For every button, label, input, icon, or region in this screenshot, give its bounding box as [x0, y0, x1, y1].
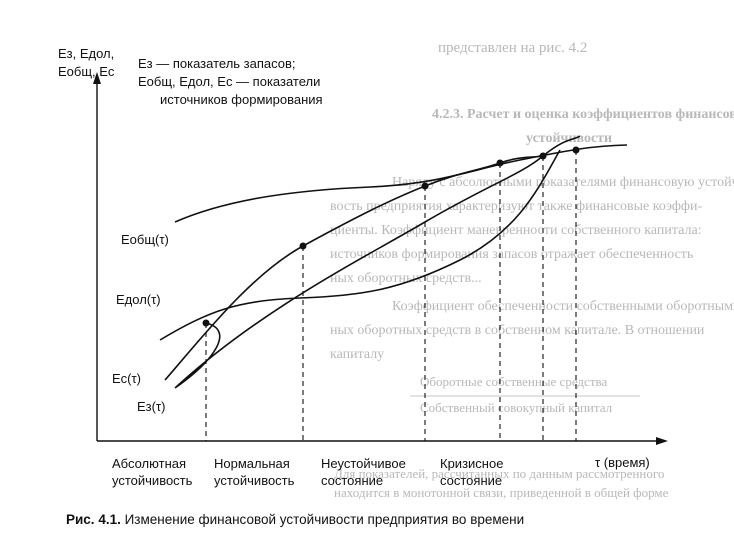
bg-formula-line1: Оборотные собственные средства — [420, 374, 607, 389]
bg-heading-line1: 4.2.3. Расчет и оценка коэффициентов фин… — [432, 107, 734, 122]
legend-line3: источников формирования — [160, 92, 323, 107]
zone-3-line2: состояние — [321, 473, 383, 488]
y-axis-label-line1: Eз, Eдол, — [58, 46, 114, 61]
point-6 — [572, 146, 580, 154]
bg-para-line: Коэффициент обеспеченности собственными … — [392, 299, 734, 314]
label-e-dol: Eдол(τ) — [116, 292, 161, 307]
label-e-obsh: Eобщ(τ) — [121, 232, 169, 247]
background-page-text: представлен на рис. 4.2 4.2.3. Расчет и … — [330, 40, 734, 500]
zone-2-line2: устойчивость — [214, 473, 295, 488]
caption-label: Рис. 4.1. — [66, 512, 121, 527]
zone-2-line1: Нормальная — [214, 456, 290, 471]
label-e-z: Eз(τ) — [137, 399, 165, 414]
y-axis-label-line2: Eобщ, Eс — [58, 64, 115, 79]
figure-caption: Рис. 4.1. Изменение финансовой устойчиво… — [66, 512, 524, 527]
bg-heading-line2: устойчивости — [526, 131, 612, 146]
x-axis-arrow — [656, 437, 668, 445]
bg-para-line: источников формирования запасов отражает… — [330, 247, 693, 262]
axes — [93, 72, 668, 445]
boundary-lines — [205, 150, 577, 441]
label-e-s: Eс(τ) — [112, 371, 141, 386]
zone-1-line2: устойчивость — [112, 473, 193, 488]
zone-labels: Абсолютная устойчивость Нормальная устой… — [112, 456, 503, 488]
point-4 — [496, 159, 504, 167]
curves — [159, 135, 628, 389]
x-axis-label: τ (время) — [595, 455, 650, 470]
y-axis-arrow — [93, 72, 101, 84]
legend-line2: Eобщ, Eдол, Eс — показатели — [138, 74, 320, 89]
point-5 — [539, 152, 547, 160]
bg-para-line: капиталу — [330, 347, 384, 362]
zone-3-line1: Неустойчивое — [321, 456, 406, 471]
curve-e-s — [164, 155, 544, 381]
point-3 — [421, 182, 429, 190]
curve-e-z — [174, 135, 581, 389]
labels: Eз, Eдол, Eобщ, Eс Eз — показатель запас… — [58, 46, 650, 470]
bg-para-line: вость предприятия характеризуют также фи… — [330, 199, 702, 214]
bg-para-line: циенты. Коэффициент маневренности собств… — [330, 223, 702, 238]
bg-top-left: представлен на рис. 4.2 — [438, 40, 587, 56]
point-1 — [202, 319, 210, 327]
bg-bottom-line1: Для показателей, рассчитанных по данным … — [334, 466, 664, 481]
bg-bottom-line2: находится в монотонной связи, приведенно… — [334, 485, 669, 500]
bg-para-line: ных оборотных средств в собственном капи… — [330, 323, 705, 338]
zone-4-line2: состояние — [440, 473, 502, 488]
bg-para-line: Наряду с абсолютными показателями финанс… — [392, 175, 734, 190]
zone-4-line1: Кризисное — [440, 456, 503, 471]
bg-para-line: ных оборотных средств... — [330, 271, 482, 286]
curve-e-dol — [159, 149, 561, 341]
bg-formula-line2: Собственный совокупный капитал — [420, 400, 613, 415]
caption-text: Изменение финансовой устойчивости предпр… — [120, 512, 525, 527]
point-2 — [299, 242, 307, 250]
zone-1-line1: Абсолютная — [112, 456, 186, 471]
legend-line1: Eз — показатель запасов; — [138, 56, 296, 71]
curve-e-obsh — [174, 144, 628, 223]
intersection-points — [202, 146, 580, 327]
